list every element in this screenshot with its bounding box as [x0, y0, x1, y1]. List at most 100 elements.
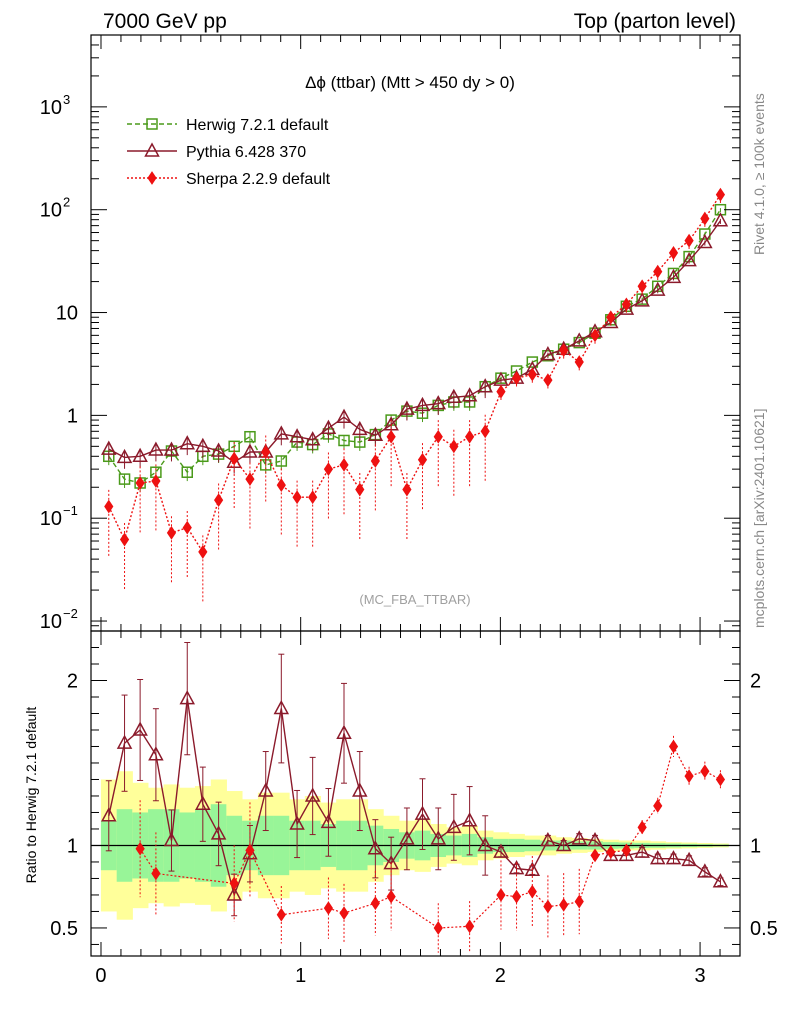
- x-tick-label: 1: [295, 965, 306, 987]
- data-point: [179, 435, 196, 450]
- y-tick-exponent: 3: [63, 92, 70, 107]
- ratio-point-pythia: [665, 850, 682, 865]
- ratio-point-sherpa: [135, 841, 145, 856]
- data-point: [289, 428, 305, 443]
- data-point: [214, 493, 224, 507]
- data-point: [399, 400, 415, 415]
- ratio-point-sherpa: [511, 889, 522, 904]
- data-point: [116, 448, 133, 464]
- ratio-point-sherpa: [339, 906, 349, 921]
- ratio-point-sherpa: [637, 820, 647, 835]
- ratio-point-pythia: [681, 851, 697, 867]
- series-layer: [101, 187, 729, 953]
- ratio-point-pythia: [273, 699, 290, 715]
- ratio-point-pythia: [226, 886, 242, 901]
- data-point: [118, 473, 131, 485]
- data-point: [245, 472, 255, 487]
- ratio-point-pythia: [367, 840, 384, 855]
- header-left: 7000 GeV pp: [103, 10, 227, 33]
- ratio-point-pythia: [712, 873, 729, 888]
- data-point: [603, 313, 619, 329]
- ratio-point-pythia: [555, 836, 572, 852]
- ratio-point-sherpa: [606, 845, 616, 859]
- ratio-point-sherpa: [700, 764, 710, 779]
- data-point: [715, 187, 726, 202]
- ratio-ylabel: Ratio to Herwig 7.2.1 default: [23, 707, 39, 884]
- y-tick-label: 10: [40, 97, 62, 119]
- data-point: [697, 233, 713, 249]
- ratio-point-pythia: [163, 831, 180, 847]
- data-point: [559, 343, 569, 358]
- data-point: [244, 430, 256, 443]
- ratio-point-pythia: [603, 846, 619, 862]
- data-point: [132, 447, 148, 463]
- series-line-2: [108, 194, 721, 554]
- data-point: [276, 478, 286, 492]
- ratio-point-sherpa: [621, 843, 631, 858]
- y-tick-label: 10: [40, 200, 62, 222]
- data-point: [135, 476, 145, 490]
- ratio-point-pythia: [540, 831, 556, 847]
- ratio-point-pythia: [493, 843, 509, 858]
- y-tick-label: 10: [56, 303, 78, 325]
- data-point: [649, 281, 666, 296]
- data-point: [386, 429, 396, 444]
- data-point: [181, 466, 194, 478]
- data-point: [414, 396, 431, 412]
- ratio-point-pythia: [634, 843, 650, 858]
- ratio-point-sherpa: [496, 888, 506, 902]
- data-point: [665, 268, 682, 284]
- legend: Herwig 7.2.1 default Pythia 6.428 370 Sher…: [127, 117, 331, 188]
- ratio-line-sherpa: [139, 744, 721, 929]
- data-point: [590, 328, 600, 343]
- ratio-point-pythia: [649, 850, 666, 865]
- data-point: [338, 434, 350, 447]
- data-point: [433, 429, 443, 444]
- ratio-point-pythia: [210, 825, 227, 840]
- data-point: [446, 388, 462, 404]
- legend-marker-1: [144, 142, 160, 157]
- data-point: [367, 426, 384, 442]
- data-point: [526, 356, 539, 368]
- ratio-y-tick-label-right: 1: [750, 835, 761, 857]
- data-point: [621, 297, 631, 312]
- data-point: [653, 264, 663, 279]
- data-point: [292, 490, 302, 505]
- y-tick-exponent: 2: [63, 195, 70, 210]
- data-point: [104, 499, 114, 514]
- data-point: [606, 310, 616, 325]
- ratio-point-sherpa: [370, 896, 380, 911]
- ratio-point-pythia: [524, 861, 541, 876]
- ratio-plot-frame: [90, 630, 741, 957]
- ratio-point-sherpa: [543, 899, 553, 914]
- ratio-point-sherpa: [276, 907, 286, 922]
- ratio-y-tick-label-left: 1: [67, 835, 78, 857]
- ratio-point-pythia: [148, 746, 164, 761]
- ratio-point-sherpa: [229, 876, 239, 891]
- data-point: [430, 395, 447, 410]
- data-point: [480, 424, 490, 439]
- legend-label-1: Pythia 6.428 370: [186, 144, 306, 161]
- data-point: [182, 520, 192, 535]
- data-point: [700, 211, 710, 226]
- series-line-1: [108, 220, 721, 464]
- ratio-y-tick-label-left: 2: [67, 670, 78, 692]
- data-point: [323, 462, 334, 477]
- ratio-point-pythia: [508, 859, 525, 875]
- legend-label-2: Sherpa 2.2.9 default: [186, 171, 331, 188]
- ratio-y-tick-label-right: 2: [750, 670, 761, 692]
- data-point: [320, 419, 337, 434]
- data-point: [540, 346, 556, 361]
- ratio-point-pythia: [697, 863, 713, 878]
- data-point: [336, 408, 352, 423]
- data-point: [699, 228, 711, 240]
- data-point: [511, 371, 522, 386]
- ratio-point-pythia: [101, 807, 117, 822]
- ratio-point-pythia: [352, 782, 368, 797]
- ratio-point-pythia: [257, 782, 274, 797]
- data-point: [148, 441, 164, 456]
- data-point: [101, 440, 117, 455]
- ratio-point-pythia: [116, 734, 133, 749]
- x-tick-label: 0: [95, 965, 106, 987]
